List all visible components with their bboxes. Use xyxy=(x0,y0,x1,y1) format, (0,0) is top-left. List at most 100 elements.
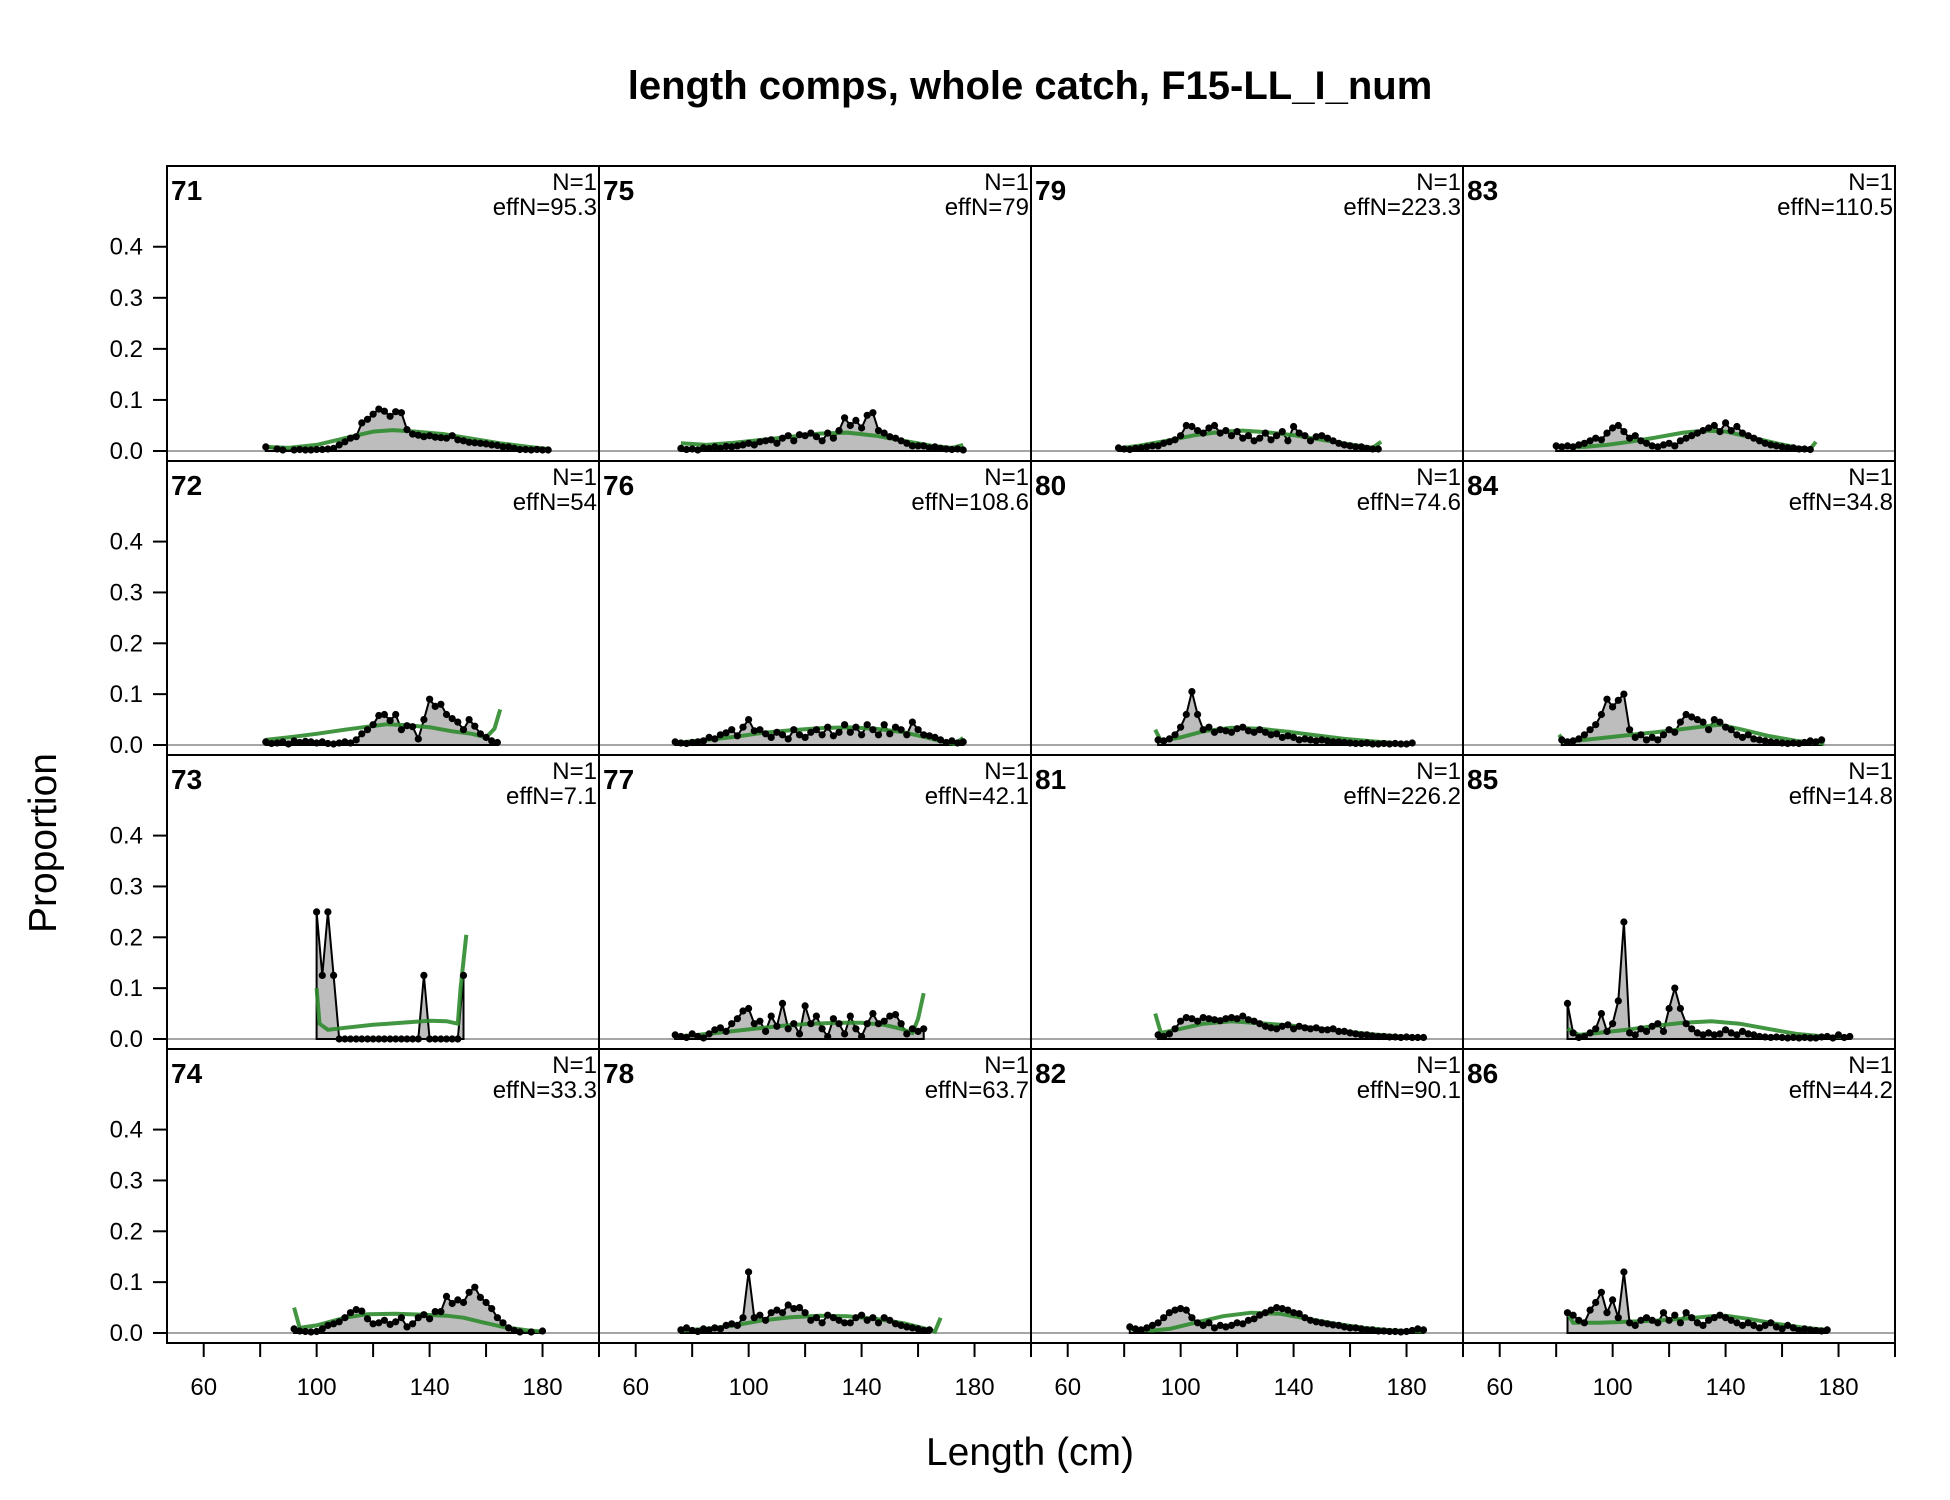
observed-point xyxy=(397,726,405,734)
observed-point xyxy=(476,1293,484,1301)
observed-point xyxy=(1631,733,1639,742)
observed-point xyxy=(1789,1324,1797,1332)
observed-point xyxy=(767,1012,775,1020)
observed-point xyxy=(499,1319,507,1327)
observed-point xyxy=(369,410,377,418)
observed-point xyxy=(1244,432,1252,440)
observed-point xyxy=(375,711,383,720)
observed-point xyxy=(369,1035,377,1043)
observed-point xyxy=(1227,1321,1236,1329)
observed-point xyxy=(694,446,702,454)
observed-point xyxy=(773,1022,781,1030)
observed-point xyxy=(1580,731,1588,739)
observed-point xyxy=(1671,1311,1679,1319)
observed-point xyxy=(442,710,451,719)
observed-point xyxy=(880,429,888,437)
observed-point xyxy=(538,446,547,454)
observed-point xyxy=(1295,736,1303,744)
observed-point xyxy=(290,737,298,745)
observed-point xyxy=(1834,1031,1843,1039)
observed-point xyxy=(352,1306,360,1314)
observed-point xyxy=(1414,1033,1422,1042)
expected-line xyxy=(1566,1019,1845,1039)
observed-point xyxy=(948,737,956,745)
observed-point xyxy=(1818,736,1826,744)
observed-point xyxy=(1750,1321,1758,1329)
observed-point xyxy=(1301,432,1309,440)
observed-point xyxy=(818,1025,826,1033)
observed-point xyxy=(380,407,388,415)
observed-point xyxy=(454,436,462,444)
observed-point xyxy=(1592,1298,1600,1307)
observed-point xyxy=(454,718,462,726)
observed-point xyxy=(767,1309,775,1317)
observed-point xyxy=(835,1020,843,1028)
observed-point xyxy=(745,716,753,724)
observed-point xyxy=(1626,1029,1634,1037)
observed-point xyxy=(459,726,468,734)
panel-effn: effN=42.1 xyxy=(925,783,1029,810)
observed-point xyxy=(1631,1321,1639,1329)
observed-point xyxy=(1160,439,1168,447)
observed-point xyxy=(346,1035,355,1043)
observed-point xyxy=(1199,1014,1207,1022)
observed-point xyxy=(728,1020,736,1028)
observed-point xyxy=(897,1321,905,1329)
observed-point xyxy=(1626,1319,1634,1327)
observed-point xyxy=(801,733,809,742)
observed-point xyxy=(465,716,473,724)
observed-point xyxy=(677,444,685,452)
panel-effn: effN=110.5 xyxy=(1777,194,1893,221)
observed-point xyxy=(920,1326,928,1335)
observed-point xyxy=(335,739,343,747)
observed-point xyxy=(682,445,691,454)
observed-point xyxy=(527,1328,535,1336)
observed-point xyxy=(931,733,939,742)
observed-point xyxy=(1642,439,1651,447)
observed-point xyxy=(1216,726,1224,734)
observed-point xyxy=(1642,736,1651,744)
observed-point xyxy=(1812,1034,1820,1042)
observed-point xyxy=(1369,445,1377,453)
observed-point xyxy=(1154,736,1162,744)
observed-point xyxy=(711,1324,719,1332)
observed-point xyxy=(1699,1031,1707,1039)
observed-point xyxy=(420,433,428,441)
observed-point xyxy=(397,409,405,417)
observed-point xyxy=(420,971,428,980)
observed-point xyxy=(705,444,713,452)
observed-point xyxy=(1205,424,1213,432)
observed-point xyxy=(801,1309,809,1317)
observed-point xyxy=(1380,1032,1388,1041)
observed-point xyxy=(1823,1326,1831,1334)
observed-point xyxy=(835,427,843,435)
observed-point xyxy=(1160,737,1168,745)
observed-point xyxy=(1620,428,1628,436)
observed-point xyxy=(1199,1321,1207,1329)
panel-label: 75 xyxy=(603,175,634,206)
observed-point xyxy=(1592,1025,1600,1033)
observed-point xyxy=(448,432,456,440)
observed-point xyxy=(1284,1306,1292,1314)
observed-point xyxy=(403,722,411,730)
observed-point xyxy=(1563,738,1572,746)
observed-point xyxy=(1278,733,1286,742)
observed-point xyxy=(886,1316,894,1324)
observed-point xyxy=(773,728,781,736)
observed-point xyxy=(1563,999,1572,1008)
observed-point xyxy=(1784,1034,1792,1042)
observed-point xyxy=(1772,1323,1780,1331)
observed-point xyxy=(1137,1326,1145,1334)
observed-point xyxy=(925,732,934,740)
observed-point xyxy=(1744,432,1752,440)
panel-label: 84 xyxy=(1467,470,1499,501)
y-tick-label: 0.2 xyxy=(110,630,143,657)
observed-point xyxy=(1784,444,1792,452)
observed-point xyxy=(1637,1316,1645,1324)
observed-point xyxy=(897,1020,905,1028)
observed-point xyxy=(1352,443,1360,451)
observed-point xyxy=(1642,1314,1651,1322)
observed-point xyxy=(745,439,753,447)
observed-point xyxy=(705,733,713,742)
